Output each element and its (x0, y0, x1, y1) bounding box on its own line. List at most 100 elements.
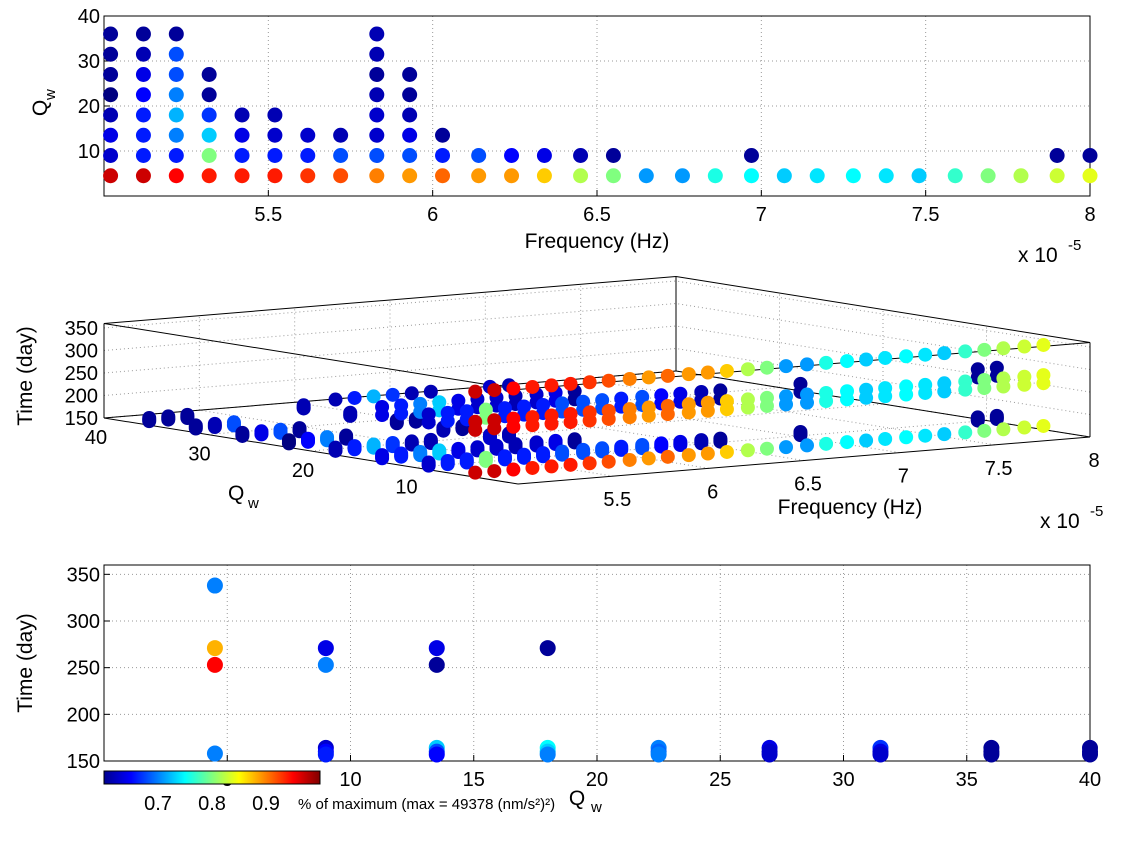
colorbar-tick-label: 0.8 (198, 793, 226, 815)
top-points (103, 26, 1098, 184)
colorbar-gradient (103, 770, 321, 785)
middle-3d-point (328, 443, 343, 458)
middle-3d-point (740, 400, 755, 415)
bottom-point (206, 640, 223, 657)
top-point (504, 148, 520, 163)
middle-3d-point (719, 444, 734, 459)
middle-3d-point (601, 411, 616, 426)
top-point (168, 46, 184, 62)
top-point (168, 87, 184, 103)
top-point (402, 87, 418, 103)
top-point (135, 168, 151, 184)
middle-3d-point (660, 407, 675, 422)
middle-3d-point (635, 441, 650, 456)
bottom-points (206, 577, 1098, 763)
top-point (103, 26, 119, 42)
middle-3d-point (281, 436, 296, 451)
bottom-x-tick-label: 20 (586, 769, 608, 791)
bottom-x-tick-label: 30 (832, 769, 854, 791)
middle-3d-point (799, 438, 814, 453)
bottom-point (539, 640, 556, 657)
top-point (168, 107, 184, 123)
middle-3d-point (161, 412, 176, 427)
middle-3d-point (937, 384, 952, 399)
middle-3d-point (681, 367, 696, 382)
colorbar-ticks: 0.7 0.8 0.9 (144, 793, 280, 815)
middle-3d-point (700, 365, 715, 380)
middle-3d-point (673, 438, 688, 453)
middle-backwall-z-gridline (103, 303, 677, 351)
top-point (333, 168, 349, 184)
middle-3d-point (937, 346, 952, 361)
top-point (168, 26, 184, 42)
middle-3d-point (487, 383, 502, 398)
middle-3d-point (840, 354, 855, 369)
top-x-multiplier-exponent: -5 (1068, 237, 1081, 254)
middle-box-edge (103, 276, 677, 324)
bottom-point (428, 746, 445, 763)
top-point (536, 168, 552, 184)
middle-3d-point (487, 421, 502, 436)
top-point (168, 67, 184, 82)
middle-3d-point (440, 413, 455, 428)
middle-3d-point (468, 384, 483, 399)
top-point (369, 87, 385, 103)
middle-3d-point (601, 454, 616, 469)
top-point (333, 148, 349, 163)
middle-3d-point (918, 385, 933, 400)
top-point (135, 107, 151, 123)
top-y-tick-label: 40 (78, 6, 100, 28)
middle-3d-point (394, 449, 409, 464)
top-xlabel: Frequency (Hz) (525, 230, 670, 253)
middle-3d-point (375, 408, 390, 423)
top-point (402, 168, 418, 184)
top-x-tick-label: 7.5 (912, 204, 940, 226)
top-point (103, 148, 119, 163)
middle-box-edge (675, 276, 1091, 343)
top-point (267, 127, 283, 143)
middle-3d-point (713, 434, 728, 449)
bottom-point (650, 746, 667, 763)
bottom-point (428, 640, 445, 657)
top-point (809, 168, 825, 184)
top-point (435, 168, 451, 184)
middle-ylabel: Q (228, 482, 244, 505)
middle-x-tick-label: 7 (898, 466, 909, 488)
top-point (402, 67, 418, 82)
middle-x-tick-label: 6.5 (794, 474, 822, 496)
middle-3d-point (977, 342, 992, 357)
top-ticks: 5.5 6 6.5 7 7.5 8 10 20 30 40 (78, 6, 1096, 226)
middle-3d-point (1017, 377, 1032, 392)
middle-3d-point (660, 368, 675, 383)
middle-3d-point (977, 423, 992, 438)
middle-3d-point (958, 344, 973, 359)
top-point (435, 148, 451, 163)
top-point (201, 87, 217, 103)
top-point (471, 148, 487, 163)
middle-3d-point (375, 451, 390, 466)
bottom-y-tick-label: 350 (67, 564, 100, 586)
bottom-y-tick-label: 300 (67, 611, 100, 633)
middle-3d-point (799, 357, 814, 372)
middle-3d-point (1036, 418, 1051, 433)
middle-backwall-z-gridline (103, 280, 677, 329)
top-point (135, 87, 151, 103)
middle-3d-point (681, 448, 696, 463)
middle-3d-point (819, 355, 834, 370)
middle-3d-point (622, 452, 637, 467)
top-point (707, 168, 723, 184)
middle-3d-point (970, 413, 985, 428)
middle-3d-point (235, 428, 250, 443)
top-point (878, 168, 894, 184)
middle-3d-point (759, 360, 774, 375)
middle-ylabel-subscript: w (247, 495, 259, 512)
middle-xlabel: Frequency (Hz) (778, 496, 923, 519)
middle-x-multiplier: x 10 (1040, 510, 1080, 533)
top-point (135, 148, 151, 163)
middle-3d-point (254, 427, 269, 442)
top-point (267, 107, 283, 123)
top-ylabel-subscript: w (42, 89, 59, 101)
top-gridlines (104, 15, 1091, 196)
middle-3d-point (641, 370, 656, 385)
top-x-tick-label: 6 (427, 204, 438, 226)
